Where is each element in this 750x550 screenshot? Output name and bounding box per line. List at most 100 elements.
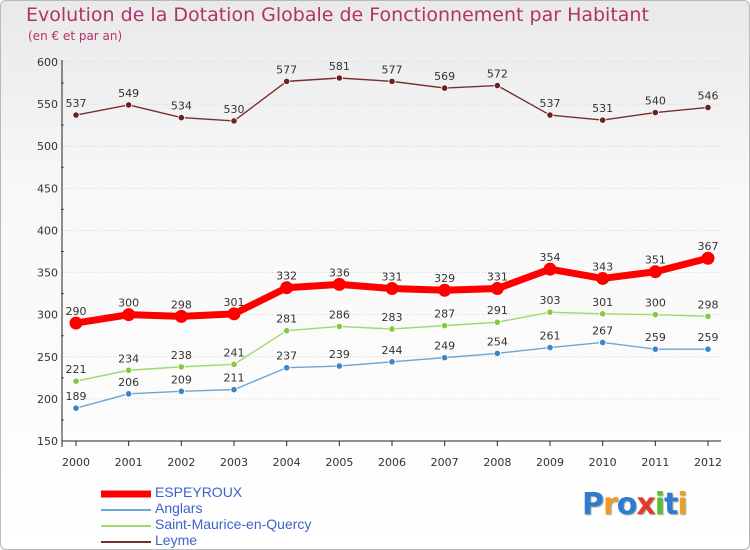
x-tick-label: 2007 xyxy=(431,456,459,469)
data-label: 281 xyxy=(276,313,297,326)
legend-swatch xyxy=(101,541,151,543)
y-tick-label: 300 xyxy=(37,309,58,322)
data-label: 300 xyxy=(645,297,666,310)
data-label: 254 xyxy=(487,335,508,348)
legend-item: Anglars xyxy=(101,500,431,518)
logo-letter: o xyxy=(616,487,638,522)
legend-label: ESPEYROUX xyxy=(155,484,243,500)
chart-title: Evolution de la Dotation Globale de Fonc… xyxy=(26,4,649,26)
x-tick-label: 2008 xyxy=(483,456,511,469)
data-point xyxy=(230,360,238,368)
data-label: 537 xyxy=(66,97,87,110)
chart-subtitle: (en € et par an) xyxy=(28,29,123,43)
data-label: 249 xyxy=(434,340,455,353)
data-point xyxy=(546,343,554,352)
data-point xyxy=(72,404,80,412)
data-label: 206 xyxy=(118,376,139,389)
legend-item: Leyme xyxy=(101,532,431,549)
data-label: 290 xyxy=(66,305,87,318)
data-label: 537 xyxy=(540,97,561,110)
data-label: 540 xyxy=(645,95,666,108)
y-tick-label: 350 xyxy=(37,267,58,280)
data-label: 530 xyxy=(224,103,245,116)
data-label: 343 xyxy=(592,260,613,273)
data-point xyxy=(125,101,133,109)
data-point xyxy=(599,116,607,124)
logo-letter: i xyxy=(677,487,687,522)
y-tick-label: 150 xyxy=(37,435,58,448)
data-label: 572 xyxy=(487,68,508,81)
data-point xyxy=(651,345,659,353)
data-label: 367 xyxy=(698,240,719,253)
data-label: 259 xyxy=(645,331,666,344)
data-point xyxy=(651,311,659,319)
data-label: 261 xyxy=(540,330,561,343)
data-label: 351 xyxy=(645,254,666,267)
x-tick-label: 2006 xyxy=(378,456,406,469)
data-point xyxy=(227,307,241,321)
data-label: 581 xyxy=(329,60,350,73)
data-label: 534 xyxy=(171,100,192,113)
data-point xyxy=(441,354,449,362)
data-label: 239 xyxy=(329,348,350,361)
legend-swatch xyxy=(101,509,151,511)
data-point xyxy=(69,316,83,330)
legend-label: Leyme xyxy=(155,532,198,548)
data-point xyxy=(283,327,291,335)
proxiti-logo: Proxiti xyxy=(582,487,688,522)
data-point xyxy=(122,308,136,322)
data-point xyxy=(388,77,396,85)
data-label: 354 xyxy=(540,251,561,264)
x-tick-label: 2003 xyxy=(220,456,248,469)
data-label: 241 xyxy=(224,346,245,359)
x-tick-label: 2001 xyxy=(115,456,143,469)
data-point xyxy=(596,271,610,285)
data-label: 238 xyxy=(171,349,192,362)
data-point xyxy=(441,84,449,92)
data-point xyxy=(388,358,396,366)
data-point xyxy=(599,338,607,347)
data-point xyxy=(490,282,504,296)
data-point xyxy=(230,117,238,125)
legend-swatch xyxy=(101,525,151,527)
data-point xyxy=(332,277,346,291)
data-point xyxy=(438,283,452,297)
logo-letter: r xyxy=(603,487,618,522)
data-point xyxy=(543,262,557,276)
legend-swatch xyxy=(101,490,151,498)
data-point xyxy=(335,74,343,82)
y-tick-label: 400 xyxy=(37,224,58,237)
data-label: 569 xyxy=(434,70,455,83)
data-point xyxy=(72,377,80,385)
x-tick-label: 2012 xyxy=(694,456,722,469)
data-point xyxy=(177,113,185,122)
data-label: 577 xyxy=(382,63,403,76)
data-label: 301 xyxy=(224,296,245,309)
data-label: 287 xyxy=(434,308,455,321)
data-point xyxy=(651,108,659,117)
data-point xyxy=(335,362,343,370)
data-point xyxy=(388,325,396,333)
data-point xyxy=(335,322,343,331)
data-point xyxy=(177,387,185,395)
data-label: 303 xyxy=(540,294,561,307)
x-tick-label: 2004 xyxy=(273,456,301,469)
data-label: 331 xyxy=(487,271,508,284)
data-label: 211 xyxy=(224,372,245,385)
data-point xyxy=(385,282,399,296)
data-label: 221 xyxy=(66,363,87,376)
y-tick-label: 600 xyxy=(37,56,58,69)
chart-legend: ESPEYROUX Anglars Saint-Maurice-en-Quercy L… xyxy=(101,484,431,549)
data-label: 577 xyxy=(276,63,297,76)
data-label: 546 xyxy=(698,89,719,102)
data-point xyxy=(283,364,291,372)
data-label: 531 xyxy=(592,102,613,115)
data-point xyxy=(283,77,291,85)
legend-label: Anglars xyxy=(155,500,203,516)
data-label: 259 xyxy=(698,331,719,344)
data-label: 332 xyxy=(276,270,297,283)
data-label: 301 xyxy=(592,296,613,309)
x-tick-label: 2005 xyxy=(325,456,353,469)
logo-letter: t xyxy=(664,487,678,522)
data-point xyxy=(701,251,715,265)
